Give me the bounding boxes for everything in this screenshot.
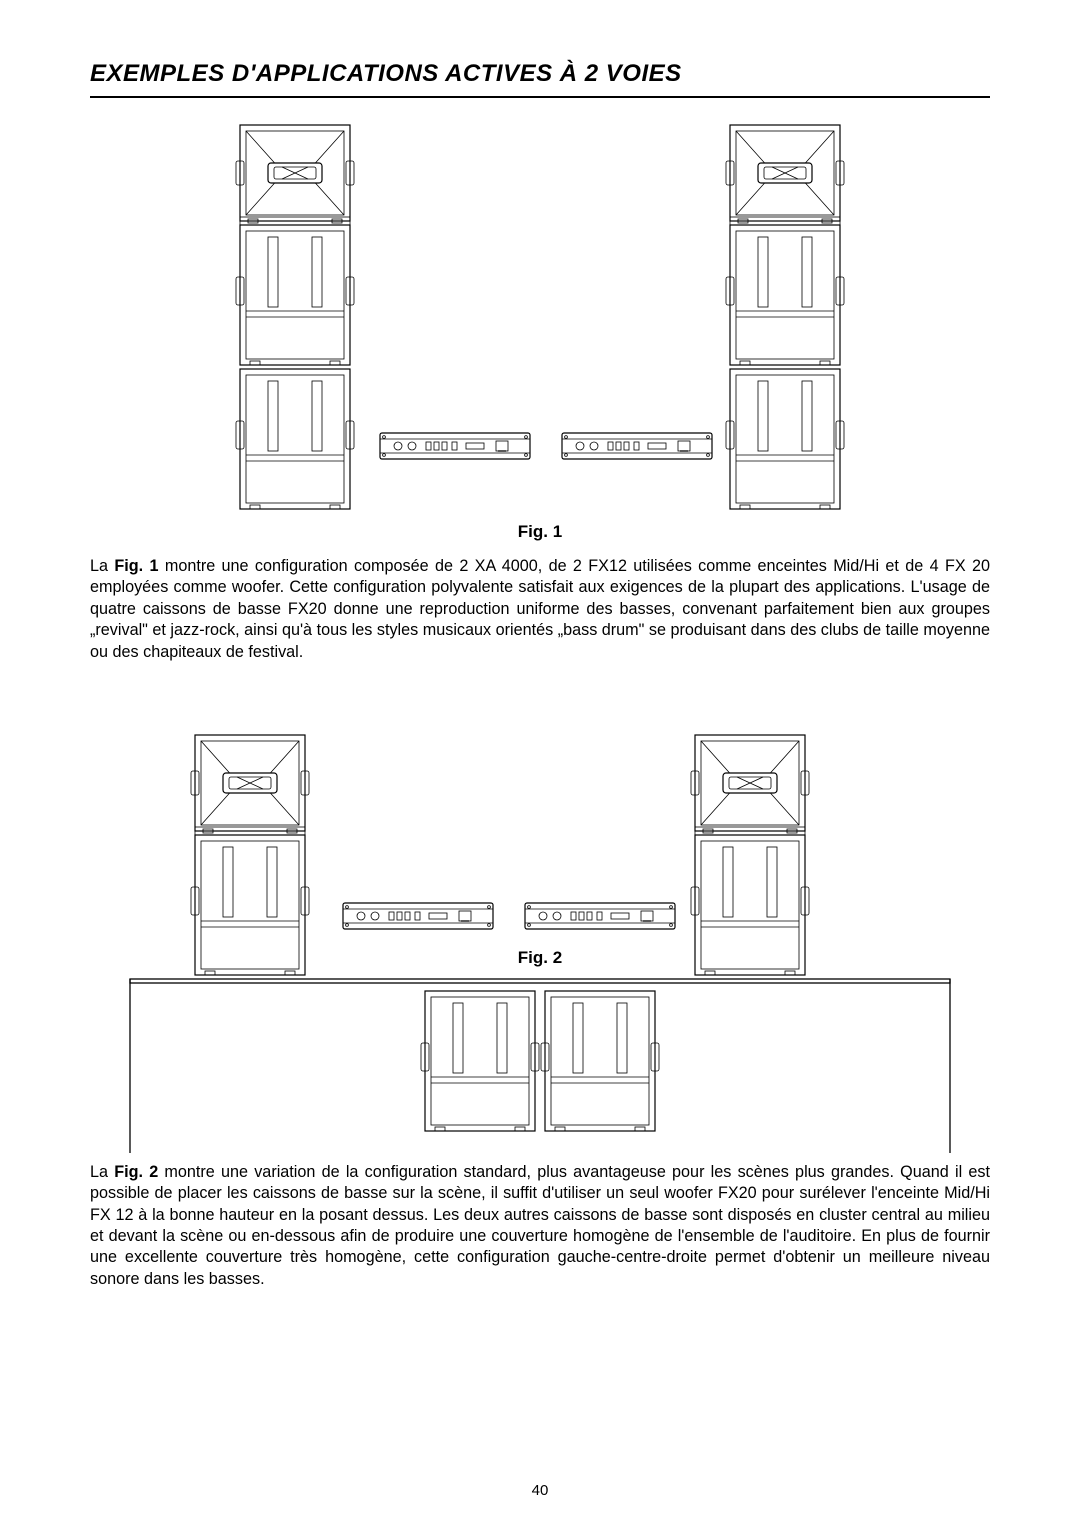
- fig2-svg: [125, 733, 955, 1153]
- title-divider: [90, 96, 990, 98]
- para2-pre: La: [90, 1163, 114, 1181]
- paragraph-1: La Fig. 1 montre une configuration compo…: [90, 556, 990, 663]
- page-title: EXEMPLES D'APPLICATIONS ACTIVES À 2 VOIE…: [90, 60, 990, 88]
- figure-2: Fig. 2: [90, 733, 990, 968]
- para1-lead: Fig. 1: [114, 557, 158, 575]
- figure-1: Fig. 1: [90, 123, 990, 542]
- paragraph-2: La Fig. 2 montre une variation de la con…: [90, 1162, 990, 1290]
- para1-rest: montre une configuration composée de 2 X…: [90, 557, 990, 661]
- fig1-svg: [180, 123, 900, 513]
- para2-rest: montre une variation de la configuration…: [90, 1163, 990, 1288]
- para2-lead: Fig. 2: [114, 1163, 158, 1181]
- page-number: 40: [0, 1482, 1080, 1499]
- fig1-label: Fig. 1: [90, 522, 990, 542]
- para1-pre: La: [90, 557, 114, 575]
